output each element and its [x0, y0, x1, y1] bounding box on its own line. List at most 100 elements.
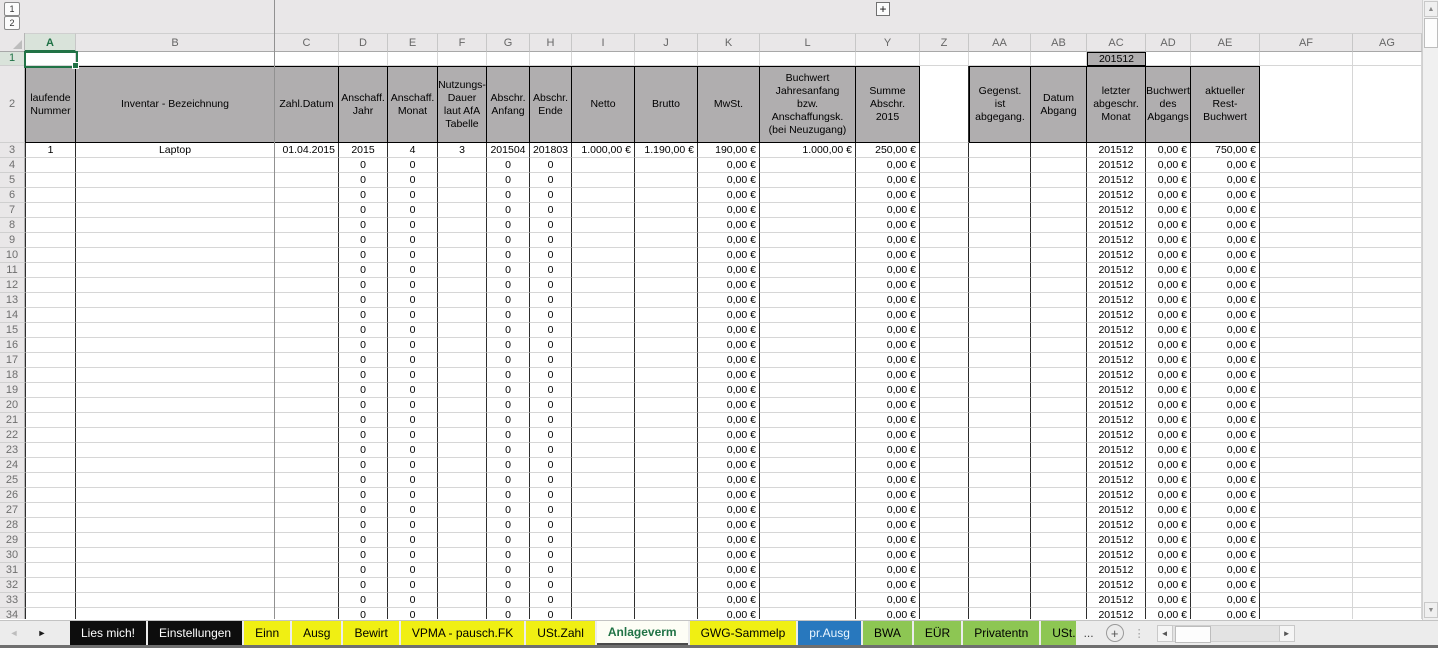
- cell-H6[interactable]: 0: [530, 188, 572, 203]
- row-header-23[interactable]: 23: [0, 443, 25, 458]
- cell-C17[interactable]: [275, 353, 339, 368]
- row-header-2[interactable]: 2: [0, 66, 25, 143]
- cell-K25[interactable]: 0,00 €: [698, 473, 760, 488]
- cell-AE8[interactable]: 0,00 €: [1191, 218, 1260, 233]
- cell-Z28[interactable]: [920, 518, 969, 533]
- cell-C3[interactable]: 01.04.2015: [275, 143, 339, 158]
- cell-E14[interactable]: 0: [388, 308, 438, 323]
- cell-E5[interactable]: 0: [388, 173, 438, 188]
- column-header-D[interactable]: D: [339, 33, 388, 52]
- cell-F9[interactable]: [438, 233, 487, 248]
- cell-C22[interactable]: [275, 428, 339, 443]
- cell-AG9[interactable]: [1353, 233, 1422, 248]
- cell-C4[interactable]: [275, 158, 339, 173]
- cell-Y19[interactable]: 0,00 €: [856, 383, 920, 398]
- cell-E16[interactable]: 0: [388, 338, 438, 353]
- cell-H20[interactable]: 0: [530, 398, 572, 413]
- row-header-8[interactable]: 8: [0, 218, 25, 233]
- cell-Z9[interactable]: [920, 233, 969, 248]
- cell-A13[interactable]: [25, 293, 76, 308]
- cell-AF1[interactable]: [1260, 52, 1353, 66]
- cell-AA8[interactable]: [969, 218, 1031, 233]
- cell-B8[interactable]: [76, 218, 275, 233]
- scroll-up-button[interactable]: ▲: [1424, 1, 1438, 17]
- cell-AA23[interactable]: [969, 443, 1031, 458]
- cell-I6[interactable]: [572, 188, 635, 203]
- row-header-31[interactable]: 31: [0, 563, 25, 578]
- cell-AE7[interactable]: 0,00 €: [1191, 203, 1260, 218]
- cell-Z33[interactable]: [920, 593, 969, 608]
- cell-C34[interactable]: [275, 608, 339, 619]
- cell-AA32[interactable]: [969, 578, 1031, 593]
- cell-K10[interactable]: 0,00 €: [698, 248, 760, 263]
- cell-Y32[interactable]: 0,00 €: [856, 578, 920, 593]
- cell-AD15[interactable]: 0,00 €: [1146, 323, 1191, 338]
- cell-C31[interactable]: [275, 563, 339, 578]
- cell-E29[interactable]: 0: [388, 533, 438, 548]
- cell-L24[interactable]: [760, 458, 856, 473]
- cell-E20[interactable]: 0: [388, 398, 438, 413]
- cell-J26[interactable]: [635, 488, 698, 503]
- cell-K27[interactable]: 0,00 €: [698, 503, 760, 518]
- cell-K11[interactable]: 0,00 €: [698, 263, 760, 278]
- cell-J6[interactable]: [635, 188, 698, 203]
- cell-L9[interactable]: [760, 233, 856, 248]
- cell-AA29[interactable]: [969, 533, 1031, 548]
- cell-B15[interactable]: [76, 323, 275, 338]
- cell-C19[interactable]: [275, 383, 339, 398]
- cell-F13[interactable]: [438, 293, 487, 308]
- cell-D13[interactable]: 0: [339, 293, 388, 308]
- cell-AC1[interactable]: 201512: [1087, 52, 1146, 66]
- cell-K13[interactable]: 0,00 €: [698, 293, 760, 308]
- cell-C15[interactable]: [275, 323, 339, 338]
- cell-AF8[interactable]: [1260, 218, 1353, 233]
- cell-H19[interactable]: 0: [530, 383, 572, 398]
- cell-A28[interactable]: [25, 518, 76, 533]
- cell-AC32[interactable]: 201512: [1087, 578, 1146, 593]
- sheet-tab-eür[interactable]: EÜR: [913, 621, 962, 645]
- cell-B22[interactable]: [76, 428, 275, 443]
- cell-L16[interactable]: [760, 338, 856, 353]
- cell-AA27[interactable]: [969, 503, 1031, 518]
- cell-AG27[interactable]: [1353, 503, 1422, 518]
- cell-F25[interactable]: [438, 473, 487, 488]
- cell-C21[interactable]: [275, 413, 339, 428]
- cell-F33[interactable]: [438, 593, 487, 608]
- cell-AF25[interactable]: [1260, 473, 1353, 488]
- header-cell-K[interactable]: MwSt.: [698, 66, 760, 143]
- cell-J22[interactable]: [635, 428, 698, 443]
- cell-AA25[interactable]: [969, 473, 1031, 488]
- row-header-21[interactable]: 21: [0, 413, 25, 428]
- cell-B13[interactable]: [76, 293, 275, 308]
- cell-AF17[interactable]: [1260, 353, 1353, 368]
- header-cell-AD[interactable]: Buchwert des Abgangs: [1146, 66, 1191, 143]
- cell-AA3[interactable]: [969, 143, 1031, 158]
- cell-AB20[interactable]: [1031, 398, 1087, 413]
- header-cell-I[interactable]: Netto: [572, 66, 635, 143]
- column-header-AB[interactable]: AB: [1031, 33, 1087, 52]
- cell-H12[interactable]: 0: [530, 278, 572, 293]
- cell-F23[interactable]: [438, 443, 487, 458]
- cell-AA33[interactable]: [969, 593, 1031, 608]
- cell-AF27[interactable]: [1260, 503, 1353, 518]
- cell-K32[interactable]: 0,00 €: [698, 578, 760, 593]
- cell-B23[interactable]: [76, 443, 275, 458]
- cell-E12[interactable]: 0: [388, 278, 438, 293]
- cell-C30[interactable]: [275, 548, 339, 563]
- cell-I19[interactable]: [572, 383, 635, 398]
- cell-AC9[interactable]: 201512: [1087, 233, 1146, 248]
- cell-C33[interactable]: [275, 593, 339, 608]
- cell-K34[interactable]: 0,00 €: [698, 608, 760, 619]
- cell-AB27[interactable]: [1031, 503, 1087, 518]
- cell-G9[interactable]: 0: [487, 233, 530, 248]
- cell-F17[interactable]: [438, 353, 487, 368]
- cell-AB6[interactable]: [1031, 188, 1087, 203]
- cell-G24[interactable]: 0: [487, 458, 530, 473]
- cell-AA21[interactable]: [969, 413, 1031, 428]
- cell-AD11[interactable]: 0,00 €: [1146, 263, 1191, 278]
- header-cell-AB[interactable]: Datum Abgang: [1031, 66, 1087, 143]
- cell-A33[interactable]: [25, 593, 76, 608]
- cell-F7[interactable]: [438, 203, 487, 218]
- cell-AE17[interactable]: 0,00 €: [1191, 353, 1260, 368]
- sheet-tab-ust-zahl[interactable]: USt.Zahl: [526, 621, 595, 645]
